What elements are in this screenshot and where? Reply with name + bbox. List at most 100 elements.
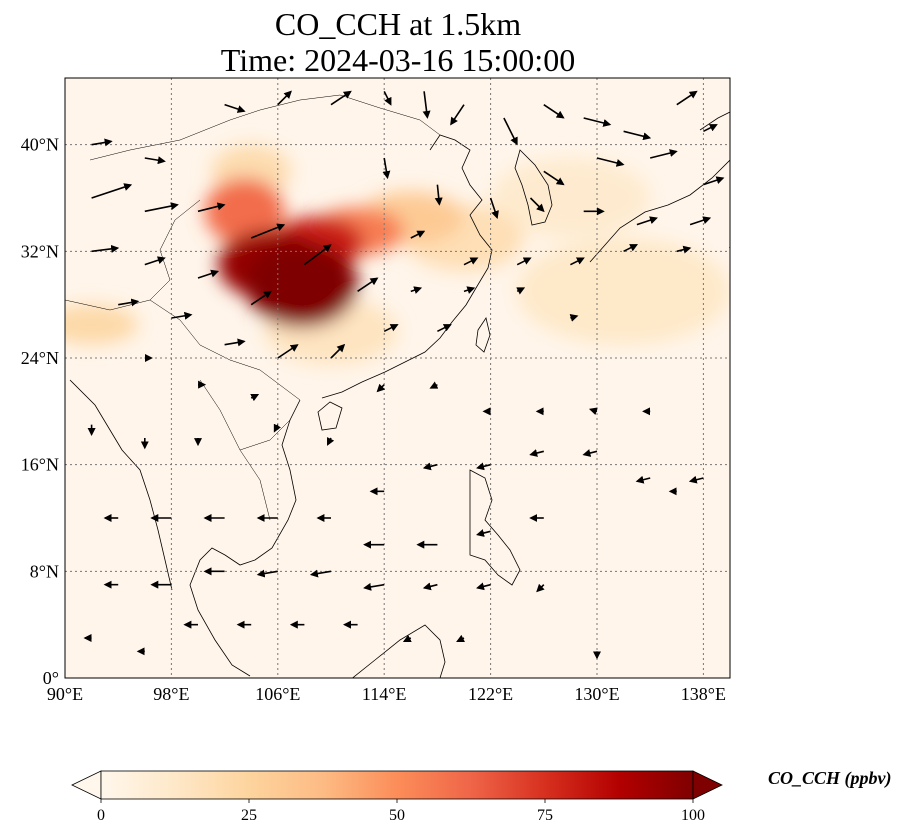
wind-arrow bbox=[437, 324, 452, 333]
wind-arrow bbox=[476, 529, 491, 537]
concentration-blob bbox=[204, 178, 285, 245]
co-concentration-field bbox=[65, 144, 730, 365]
latitude-axis: 0° 8°N 16°N 24°N 32°N 40°N bbox=[21, 135, 59, 688]
wind-arrow bbox=[376, 383, 386, 393]
wind-arrow bbox=[422, 582, 438, 591]
wind-arrow bbox=[224, 103, 246, 113]
map-title: CO_CCH at 1.5km bbox=[274, 6, 522, 42]
wind-arrow bbox=[303, 244, 332, 266]
concentration-blob bbox=[65, 304, 139, 345]
wind-arrow bbox=[583, 117, 612, 127]
wind-arrow bbox=[476, 462, 491, 471]
wind-arrow bbox=[256, 569, 278, 578]
wind-arrow bbox=[144, 156, 166, 165]
colorbar-tick-label: 0 bbox=[97, 807, 105, 824]
wind-arrow bbox=[144, 256, 166, 266]
korea-coastline bbox=[514, 149, 553, 226]
wind-arrow bbox=[224, 338, 246, 347]
wind-arrow bbox=[91, 183, 133, 199]
latitude-tick-label: 8°N bbox=[30, 561, 59, 581]
wind-arrow bbox=[197, 269, 220, 279]
wind-arrow bbox=[688, 475, 704, 484]
wind-arrow bbox=[171, 311, 193, 320]
latitude-tick-label: 0° bbox=[43, 668, 59, 688]
colorbar-extend-max bbox=[692, 770, 723, 800]
wind-arrow bbox=[327, 436, 335, 446]
longitude-tick-label: 114°E bbox=[362, 684, 407, 704]
wind-arrow bbox=[363, 582, 385, 591]
wind-arrow bbox=[273, 423, 281, 433]
wind-arrow bbox=[422, 462, 438, 471]
map-timestamp: Time: 2024-03-16 15:00:00 bbox=[220, 42, 576, 78]
map-frame bbox=[64, 77, 731, 679]
wind-arrow bbox=[91, 244, 120, 253]
longitude-tick-label: 122°E bbox=[468, 684, 513, 704]
wind-arrow bbox=[357, 277, 379, 292]
wind-arrow bbox=[689, 216, 712, 226]
wind-arrow bbox=[456, 634, 466, 642]
concentration-blob bbox=[245, 241, 358, 328]
latitude-tick-label: 24°N bbox=[21, 348, 59, 368]
wind-arrow bbox=[676, 90, 698, 106]
wind-arrow bbox=[402, 634, 412, 642]
wind-arrow bbox=[596, 157, 625, 167]
colorbar-extend-min bbox=[71, 770, 102, 800]
wind-arrow bbox=[636, 216, 658, 226]
longitude-tick-label: 98°E bbox=[153, 684, 189, 704]
wind-arrow bbox=[197, 202, 226, 213]
borneo-coastline bbox=[351, 624, 446, 678]
wind-arrow bbox=[703, 176, 725, 186]
wind-arrow bbox=[383, 90, 392, 106]
wind-arrow bbox=[728, 247, 730, 255]
wind-arrow bbox=[422, 91, 431, 119]
wind-arrow bbox=[144, 202, 179, 213]
wind-arrow bbox=[516, 257, 532, 266]
colorbar-gradient bbox=[100, 770, 694, 800]
latitude-tick-label: 16°N bbox=[21, 455, 59, 475]
wind-arrow bbox=[277, 344, 299, 359]
latitude-tick-label: 32°N bbox=[21, 241, 59, 261]
wind-arrow bbox=[277, 90, 292, 106]
map-background bbox=[65, 78, 730, 678]
wind-arrow bbox=[650, 149, 678, 159]
inland-borders bbox=[65, 94, 441, 521]
wind-arrow bbox=[330, 90, 352, 106]
longitude-tick-label: 106°E bbox=[255, 684, 300, 704]
wind-arrow bbox=[330, 343, 346, 359]
wind-arrow bbox=[570, 257, 585, 266]
wind-arrow bbox=[382, 157, 391, 180]
philippines-coastline bbox=[469, 469, 521, 586]
wind-arrow bbox=[476, 582, 491, 591]
japan-coastline bbox=[589, 111, 730, 263]
wind-arrow bbox=[91, 138, 113, 147]
wind-arrow bbox=[250, 394, 260, 402]
wind-arrow bbox=[529, 449, 544, 457]
indochina-coastline bbox=[189, 399, 301, 677]
wind-arrow bbox=[118, 298, 140, 307]
wind-arrow bbox=[410, 230, 426, 239]
wind-arrow bbox=[529, 197, 545, 213]
wind-arrow bbox=[429, 381, 439, 389]
wind-vectors bbox=[83, 90, 730, 660]
longitude-tick-label: 90°E bbox=[47, 684, 83, 704]
china-east-coastline bbox=[321, 134, 493, 399]
longitude-axis: 90°E 98°E 106°E 114°E 122°E 130°E 138°E bbox=[47, 684, 726, 704]
wind-arrow bbox=[434, 184, 443, 206]
wind-arrow bbox=[463, 286, 476, 294]
wind-arrow bbox=[489, 197, 499, 220]
hainan-coastline bbox=[317, 401, 343, 431]
wind-arrow bbox=[703, 124, 718, 133]
colorbar: 0 25 50 75 100 bbox=[71, 770, 723, 824]
wind-arrow bbox=[536, 583, 545, 593]
map-panel bbox=[64, 77, 731, 679]
colorbar-tick-label: 50 bbox=[389, 807, 405, 824]
colorbar-tick-label: 25 bbox=[241, 807, 257, 824]
wind-arrow bbox=[543, 170, 565, 186]
wind-arrow bbox=[250, 290, 273, 306]
colorbar-ticks: 0 25 50 75 100 bbox=[97, 799, 705, 824]
latitude-tick-label: 40°N bbox=[21, 135, 59, 155]
colorbar-tick-label: 100 bbox=[681, 807, 705, 824]
wind-arrow bbox=[503, 117, 518, 146]
wind-arrow bbox=[450, 104, 465, 126]
